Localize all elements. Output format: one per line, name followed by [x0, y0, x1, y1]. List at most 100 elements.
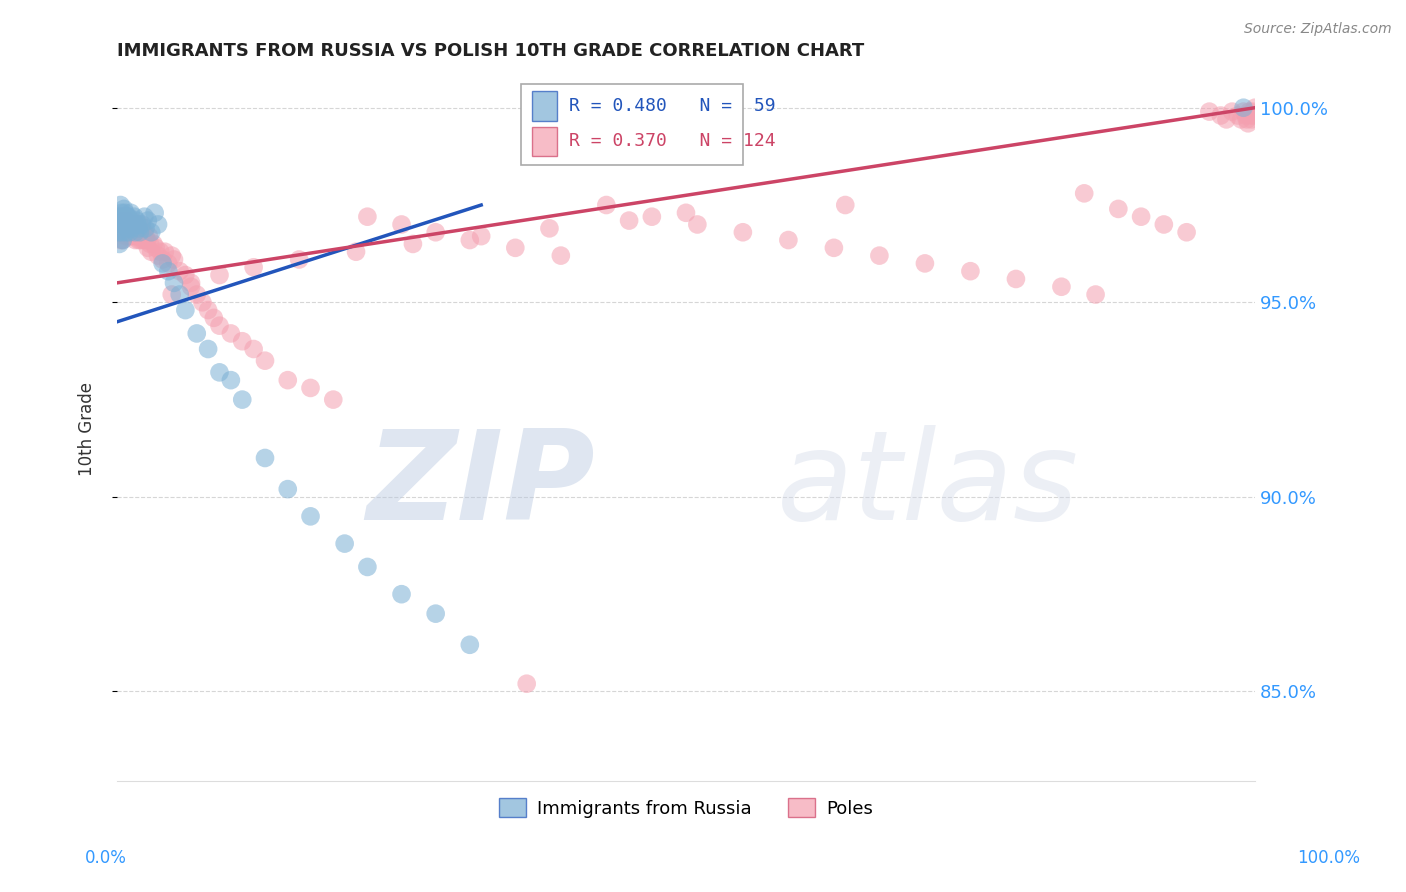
- Point: [124, 218, 146, 232]
- Point: [163, 252, 186, 267]
- Point: [135, 229, 157, 244]
- Point: [115, 225, 138, 239]
- Point: [202, 310, 225, 325]
- Point: [731, 225, 754, 239]
- Point: [1237, 116, 1260, 130]
- Point: [288, 252, 311, 267]
- Point: [112, 202, 135, 216]
- Point: [157, 264, 180, 278]
- Point: [112, 221, 135, 235]
- Point: [118, 221, 141, 235]
- Point: [425, 607, 447, 621]
- Point: [174, 303, 197, 318]
- Point: [180, 279, 202, 293]
- Text: R = 0.370   N = 124: R = 0.370 N = 124: [569, 132, 776, 151]
- Point: [136, 241, 159, 255]
- Point: [242, 260, 264, 275]
- Point: [115, 213, 138, 227]
- Point: [253, 450, 276, 465]
- Point: [143, 206, 166, 220]
- Point: [1234, 108, 1257, 122]
- Point: [617, 213, 640, 227]
- Point: [125, 221, 148, 235]
- Point: [1240, 112, 1263, 127]
- Point: [108, 210, 131, 224]
- Y-axis label: 10th Grade: 10th Grade: [79, 382, 96, 475]
- Point: [122, 210, 145, 224]
- Point: [160, 287, 183, 301]
- Point: [117, 229, 139, 244]
- Point: [136, 213, 159, 227]
- Point: [125, 213, 148, 227]
- Point: [138, 229, 160, 244]
- Point: [108, 218, 131, 232]
- Point: [391, 587, 413, 601]
- Point: [131, 218, 153, 232]
- Point: [219, 373, 242, 387]
- Point: [122, 225, 145, 239]
- Point: [208, 268, 231, 282]
- Text: atlas: atlas: [778, 425, 1080, 546]
- Point: [114, 206, 136, 220]
- Text: 0.0%: 0.0%: [84, 849, 127, 867]
- Point: [1198, 104, 1220, 119]
- Point: [139, 236, 162, 251]
- Point: [120, 218, 142, 232]
- Point: [117, 218, 139, 232]
- Point: [333, 536, 356, 550]
- Point: [111, 218, 134, 232]
- Point: [110, 213, 132, 227]
- Point: [117, 210, 139, 224]
- Point: [169, 287, 191, 301]
- Point: [127, 218, 149, 232]
- Point: [180, 276, 202, 290]
- Point: [219, 326, 242, 341]
- Point: [146, 249, 169, 263]
- Bar: [533, 127, 557, 156]
- Point: [114, 210, 136, 224]
- Point: [1232, 101, 1254, 115]
- Point: [641, 210, 664, 224]
- Point: [458, 638, 481, 652]
- Point: [505, 241, 527, 255]
- Point: [118, 213, 141, 227]
- Point: [1050, 279, 1073, 293]
- Point: [127, 218, 149, 232]
- Point: [1084, 287, 1107, 301]
- Point: [197, 342, 219, 356]
- Point: [145, 241, 167, 255]
- Point: [112, 218, 135, 232]
- Point: [127, 229, 149, 244]
- Text: 100.0%: 100.0%: [1298, 849, 1360, 867]
- Point: [128, 233, 150, 247]
- Point: [122, 221, 145, 235]
- Point: [117, 225, 139, 239]
- Point: [253, 353, 276, 368]
- Point: [834, 198, 856, 212]
- Point: [114, 218, 136, 232]
- Point: [120, 206, 142, 220]
- Point: [129, 233, 152, 247]
- Point: [111, 233, 134, 247]
- Point: [470, 229, 492, 244]
- Point: [538, 221, 561, 235]
- Point: [128, 218, 150, 232]
- Point: [128, 221, 150, 235]
- Point: [169, 264, 191, 278]
- Point: [356, 210, 378, 224]
- Point: [458, 233, 481, 247]
- Point: [299, 381, 322, 395]
- Point: [778, 233, 800, 247]
- Point: [117, 221, 139, 235]
- Point: [1237, 104, 1260, 119]
- Point: [121, 225, 143, 239]
- Text: IMMIGRANTS FROM RUSSIA VS POLISH 10TH GRADE CORRELATION CHART: IMMIGRANTS FROM RUSSIA VS POLISH 10TH GR…: [117, 42, 865, 60]
- Point: [1232, 104, 1254, 119]
- Point: [124, 225, 146, 239]
- Text: R = 0.480   N =  59: R = 0.480 N = 59: [569, 97, 776, 115]
- Point: [1107, 202, 1129, 216]
- Point: [108, 236, 131, 251]
- Point: [118, 225, 141, 239]
- Point: [277, 482, 299, 496]
- Point: [112, 213, 135, 227]
